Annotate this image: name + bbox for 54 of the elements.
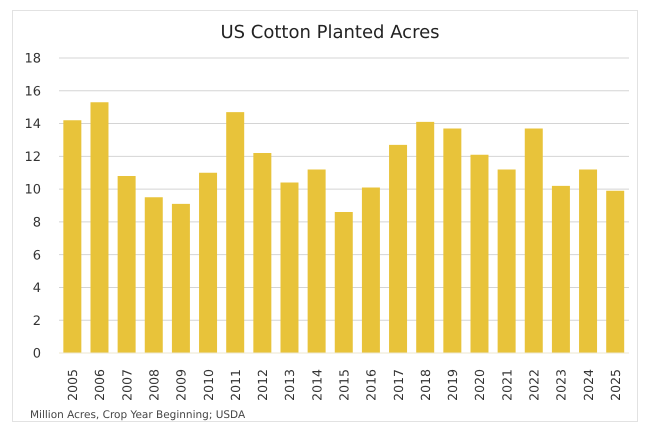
x-tick-label: 2019 <box>445 368 460 401</box>
x-tick-label: 2014 <box>309 368 324 401</box>
x-tick-label: 2010 <box>200 368 216 401</box>
x-tick-label: 2023 <box>554 369 569 401</box>
y-tick-label: 4 <box>32 281 41 296</box>
chart-title: US Cotton Planted Acres <box>219 22 441 43</box>
y-tick-label: 10 <box>24 182 41 198</box>
x-tick-label: 2008 <box>146 368 162 401</box>
x-tick-label: 2020 <box>472 368 488 401</box>
bar <box>498 169 516 353</box>
y-tick-label: 0 <box>32 346 41 362</box>
bar <box>118 176 136 353</box>
x-tick-label: 2006 <box>92 368 108 401</box>
bar <box>524 128 543 353</box>
x-tick-label: 2025 <box>608 369 623 401</box>
bar <box>253 153 272 353</box>
bar <box>63 120 82 353</box>
bar <box>199 172 218 353</box>
x-tick-label: 2016 <box>364 368 379 401</box>
text: Million Acres, Crop Year Beginning; USDA <box>30 409 246 421</box>
bar <box>90 102 108 353</box>
bar <box>308 169 326 353</box>
bar <box>443 128 462 353</box>
x-tick-label: 2017 <box>390 369 406 401</box>
y-tick-label: 8 <box>32 216 41 231</box>
bar <box>606 190 624 353</box>
bar <box>144 197 163 353</box>
y-tick-label: 2 <box>32 314 41 329</box>
x-tick-label: 2022 <box>526 369 542 401</box>
bar <box>362 187 380 353</box>
bar <box>579 169 598 353</box>
y-tick-label: 6 <box>32 248 41 264</box>
bar <box>416 122 434 353</box>
y-tick-label: 14 <box>24 117 41 132</box>
x-tick-label: 2015 <box>336 369 352 401</box>
x-tick-label: 2012 <box>255 369 270 401</box>
y-tick-label: 16 <box>24 84 41 100</box>
y-tick-label: 18 <box>24 52 41 67</box>
x-tick-label: 2009 <box>174 368 189 401</box>
bar <box>389 144 408 353</box>
bar <box>470 154 488 353</box>
x-tick-label: 2011 <box>228 369 243 401</box>
x-tick-label: 2007 <box>119 369 134 401</box>
bar <box>172 204 190 353</box>
y-tick-label: 12 <box>24 150 41 165</box>
x-tick-label: 2018 <box>418 368 433 401</box>
bar <box>280 182 298 353</box>
bar <box>226 112 244 353</box>
x-tick-label: 2005 <box>65 369 80 401</box>
x-tick-label: 2013 <box>282 369 298 401</box>
x-tick-label: 2021 <box>499 369 514 401</box>
bar <box>552 186 570 353</box>
bar <box>334 212 353 353</box>
x-tick-label: 2024 <box>580 368 596 401</box>
